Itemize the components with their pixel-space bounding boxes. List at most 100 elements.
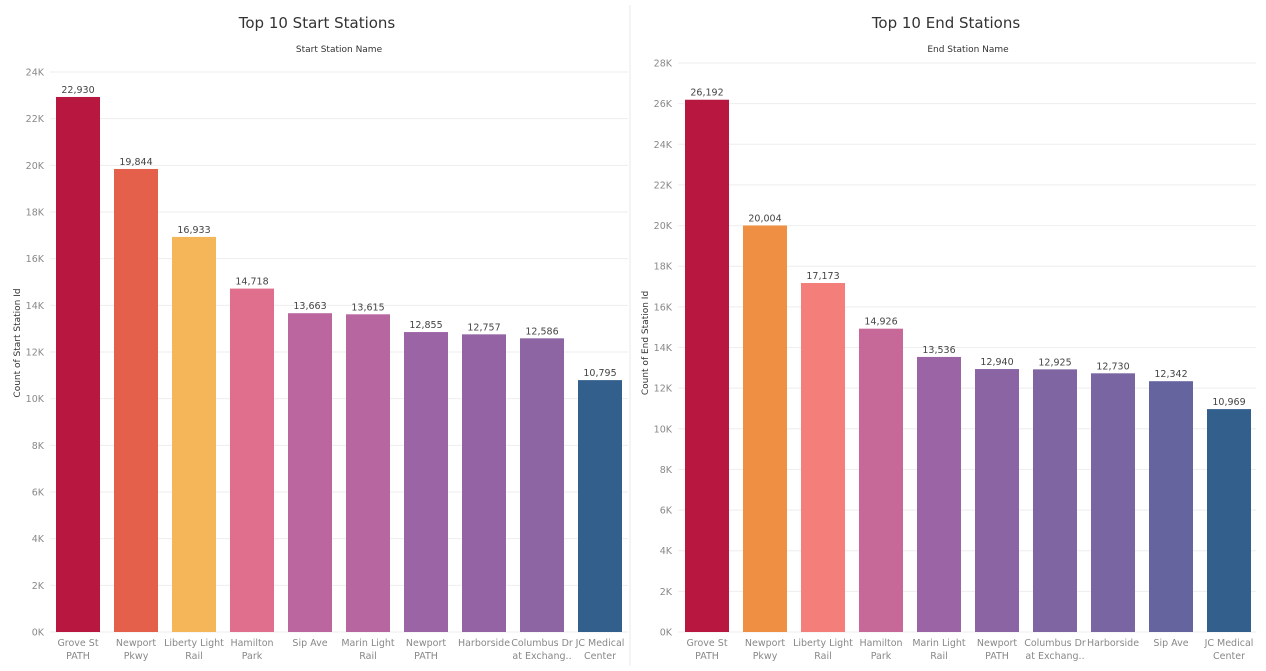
category-label: Newport — [406, 638, 446, 649]
bar — [1033, 369, 1077, 632]
y-axis-ticks: 0K 2K 4K 6K 8K 10K 12K 14K 16K 18K 20K 22K 24K 26K 28K — [654, 59, 673, 639]
category-label: Newport — [977, 638, 1017, 649]
bar — [288, 313, 332, 632]
category-label: Grove St — [686, 638, 727, 649]
category-label: Center — [584, 651, 616, 662]
y-tick-label: 4K — [660, 546, 673, 557]
bar — [462, 334, 506, 632]
category-label: at Exchang.. — [1025, 651, 1084, 662]
bar — [346, 314, 390, 632]
bar-value-label: 10,795 — [583, 368, 616, 379]
bar-value-label: 12,342 — [1154, 369, 1187, 380]
category-label: at Exchang.. — [512, 651, 571, 662]
y-tick-label: 24K — [26, 68, 45, 79]
y-tick-label: 28K — [654, 59, 673, 70]
y-tick-label: 24K — [654, 140, 673, 151]
category-label: Center — [1213, 651, 1245, 662]
category-label: Liberty Light — [164, 638, 224, 649]
category-labels: Grove St PATH Newport Pkwy Liberty Light Rail… — [57, 638, 624, 662]
bar-value-label: 13,615 — [351, 302, 384, 313]
bar — [520, 338, 564, 632]
bar — [743, 225, 787, 632]
category-label: Pkwy — [753, 651, 778, 662]
bar — [859, 328, 903, 632]
bar — [114, 168, 158, 632]
y-tick-label: 2K — [660, 587, 673, 598]
category-label: Rail — [185, 651, 203, 662]
bar-value-label: 13,536 — [922, 345, 955, 356]
y-tick-label: 18K — [26, 208, 45, 219]
bars — [685, 99, 1251, 632]
bar — [172, 236, 216, 632]
bar-value-label: 10,969 — [1212, 397, 1245, 408]
y-tick-label: 10K — [654, 424, 673, 435]
bar-value-label: 22,930 — [61, 85, 94, 96]
y-tick-label: 14K — [654, 343, 673, 354]
category-label: Park — [242, 651, 263, 662]
category-label: Columbus Dr — [511, 638, 573, 649]
bar — [917, 356, 961, 632]
bar — [801, 283, 845, 632]
y-tick-label: 6K — [32, 488, 45, 499]
y-axis-label: Count of End Station Id — [641, 291, 651, 395]
y-tick-label: 18K — [654, 262, 673, 273]
category-label: Newport — [116, 638, 156, 649]
bar — [578, 380, 622, 632]
bar-value-label: 14,926 — [864, 317, 897, 328]
bar — [685, 99, 729, 632]
category-label: Marin Light — [912, 638, 966, 649]
category-label: JC Medical — [1204, 638, 1254, 649]
y-tick-label: 26K — [654, 99, 673, 110]
category-label: Hamilton — [230, 638, 273, 649]
y-tick-label: 14K — [26, 301, 45, 312]
chart-subtitle: Start Station Name — [296, 45, 383, 55]
y-tick-label: 0K — [660, 628, 673, 639]
y-tick-label: 16K — [26, 254, 45, 265]
y-tick-label: 20K — [654, 221, 673, 232]
y-tick-label: 10K — [26, 394, 45, 405]
category-label: Columbus Dr — [1024, 638, 1086, 649]
category-label: Grove St — [57, 638, 98, 649]
bar-value-label: 17,173 — [806, 271, 839, 282]
bar-value-label: 19,844 — [119, 157, 152, 168]
bar-value-label: 14,718 — [235, 277, 268, 288]
y-tick-label: 2K — [32, 581, 45, 592]
bar-value-label: 13,663 — [293, 301, 326, 312]
bar-value-label: 12,855 — [409, 320, 442, 331]
value-labels: 22,930 19,844 16,933 14,718 13,663 13,615 12,8… — [61, 85, 616, 379]
bar-value-label: 12,730 — [1096, 361, 1129, 372]
category-label: Pkwy — [124, 651, 149, 662]
bar-value-label: 12,940 — [980, 357, 1013, 368]
category-label: Rail — [814, 651, 832, 662]
category-label: Marin Light — [341, 638, 395, 649]
category-label: Sip Ave — [1153, 638, 1188, 649]
y-tick-label: 22K — [26, 114, 45, 125]
category-label: PATH — [414, 651, 438, 662]
bar — [1207, 409, 1251, 632]
bar — [1149, 381, 1193, 632]
bar-value-label: 12,925 — [1038, 357, 1071, 368]
chart-title: Top 10 End Stations — [871, 14, 1021, 32]
bar — [230, 288, 274, 632]
category-labels: Grove St PATH Newport Pkwy Liberty Light Rail… — [686, 638, 1253, 662]
y-tick-label: 16K — [654, 302, 673, 313]
category-label: Rail — [359, 651, 377, 662]
bar-value-label: 26,192 — [690, 88, 723, 99]
bar — [56, 96, 100, 632]
category-label: PATH — [66, 651, 90, 662]
chart-subtitle: End Station Name — [927, 45, 1009, 55]
category-label: PATH — [985, 651, 1009, 662]
y-tick-label: 0K — [32, 628, 45, 639]
bar-value-label: 12,586 — [525, 326, 558, 337]
end-stations-chart: Top 10 End Stations End Station Name Cou… — [641, 14, 1256, 662]
category-label: Sip Ave — [292, 638, 327, 649]
category-label: Hamilton — [859, 638, 902, 649]
y-tick-label: 4K — [32, 534, 45, 545]
y-tick-label: 6K — [660, 506, 673, 517]
chart-title: Top 10 Start Stations — [238, 14, 396, 32]
category-label: Rail — [930, 651, 948, 662]
value-labels: 26,192 20,004 17,173 14,926 13,536 12,940 12,9… — [690, 88, 1245, 408]
category-label: Newport — [745, 638, 785, 649]
category-label: Harborside — [458, 638, 510, 649]
